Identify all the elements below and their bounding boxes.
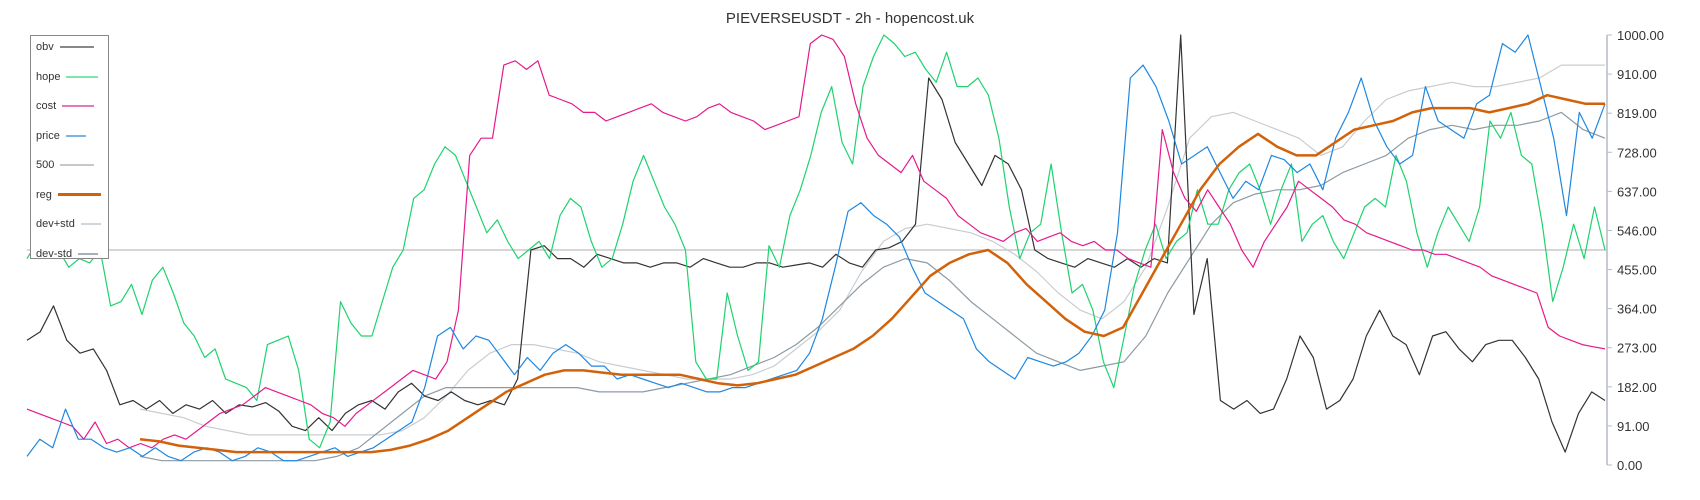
legend-item-hope[interactable]: hope xyxy=(36,70,99,83)
y-tick-label: 273.00 xyxy=(1617,341,1657,356)
legend-swatch-icon xyxy=(78,252,99,255)
legend-label: hope xyxy=(36,70,61,83)
y-tick-label: 728.00 xyxy=(1617,145,1657,160)
series-layer xyxy=(26,34,1607,462)
y-tick-label: 637.00 xyxy=(1617,184,1657,199)
legend-item-500[interactable]: 500 xyxy=(36,159,95,171)
legend-swatch-icon xyxy=(66,75,99,78)
legend-swatch-icon xyxy=(65,134,86,137)
legend-item-cost[interactable]: cost xyxy=(36,100,95,112)
legend-label: cost xyxy=(36,100,57,112)
series-reg xyxy=(139,93,1605,454)
legend-label: dev-std xyxy=(36,247,73,260)
y-tick-label: 91.00 xyxy=(1617,419,1650,434)
legend-swatch-icon xyxy=(62,105,95,107)
y-tick-label: 819.00 xyxy=(1617,106,1657,121)
legend-swatch-icon xyxy=(59,46,94,48)
legend-item-reg[interactable]: reg xyxy=(36,189,101,201)
y-axis-ticks: 1000.00 910.00 819.00 728.00 637.00 546.00 455… xyxy=(1607,28,1664,473)
series-dev-std xyxy=(139,64,1605,436)
legend-item-price[interactable]: price xyxy=(36,130,86,142)
legend-swatch-icon xyxy=(80,223,101,225)
y-tick-label: 910.00 xyxy=(1617,67,1657,82)
series-price xyxy=(26,34,1606,462)
y-tick-label: 1000.00 xyxy=(1617,28,1664,43)
chart-title: PIEVERSEUSDT - 2h - hopencost.uk xyxy=(725,10,975,27)
series-cost xyxy=(26,34,1606,449)
series-obv xyxy=(26,34,1606,453)
y-tick-label: 0.00 xyxy=(1617,458,1642,473)
series-hope xyxy=(26,34,1606,449)
series-dev-std xyxy=(139,111,1606,462)
legend-swatch-icon xyxy=(60,164,95,166)
y-tick-label: 364.00 xyxy=(1617,302,1657,317)
legend-swatch-icon xyxy=(57,193,101,196)
chart-legend: obv hope cost price 500 reg dev+std dev-std xyxy=(30,35,109,260)
y-tick-label: 182.00 xyxy=(1617,380,1657,395)
legend-label: reg xyxy=(36,188,52,201)
legend-label: 500 xyxy=(36,159,55,171)
legend-item-dev-std[interactable]: dev-std xyxy=(36,247,99,260)
legend-item-dev-std[interactable]: dev+std xyxy=(36,218,101,230)
legend-label: obv xyxy=(36,41,54,53)
legend-item-obv[interactable]: obv xyxy=(36,41,94,53)
legend-label: price xyxy=(36,129,60,142)
y-tick-label: 455.00 xyxy=(1617,263,1657,278)
legend-label: dev+std xyxy=(36,218,75,230)
y-tick-label: 546.00 xyxy=(1617,223,1657,238)
